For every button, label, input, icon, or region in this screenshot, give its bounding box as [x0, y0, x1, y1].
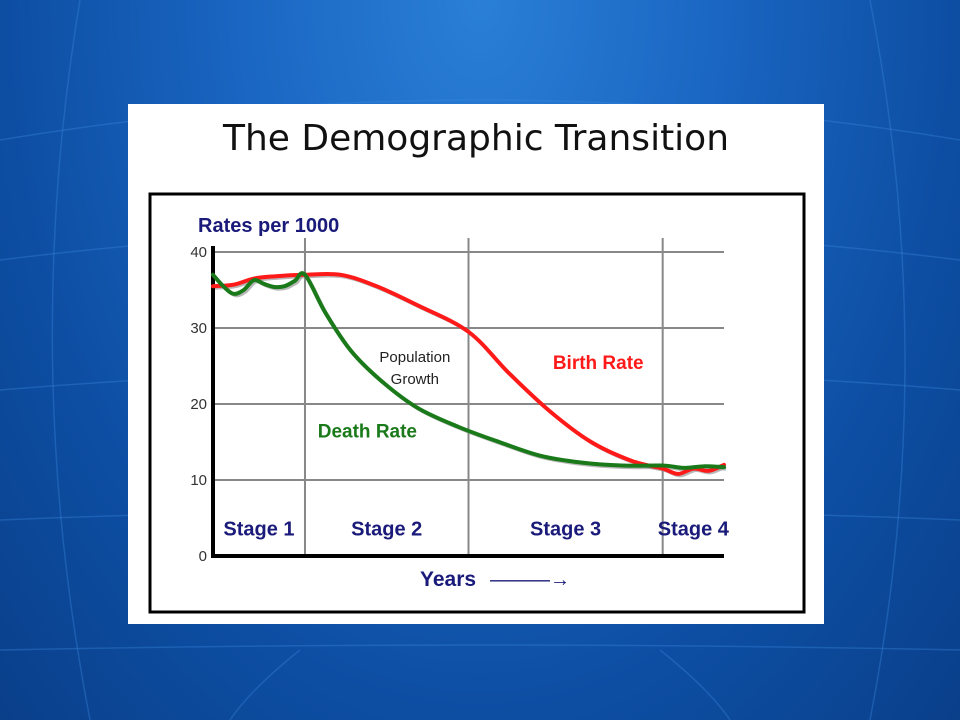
death-rate-label: Death Rate	[318, 421, 417, 442]
chart-card: The Demographic Transition 0 10 20 30 40 Rate…	[128, 104, 824, 624]
annotation-1: Population	[379, 349, 450, 366]
stage-label-1: Stage 1	[223, 518, 294, 540]
annotation-2: Growth	[391, 371, 439, 388]
chart-title: The Demographic Transition	[222, 118, 730, 159]
y-axis-label: Rates per 1000	[198, 215, 339, 237]
birth-rate-line	[211, 271, 726, 476]
x-axis-arrow: ———→	[490, 569, 570, 591]
y-tick-label-10: 10	[190, 472, 207, 489]
birth-rate-label: Birth Rate	[553, 353, 644, 374]
demographic-transition-chart: 0 10 20 30 40 Rates per 1000 Years ———→ Stage 1 S…	[148, 192, 806, 614]
stage-label-4: Stage 4	[658, 518, 730, 540]
stage-label-3: Stage 3	[530, 518, 601, 540]
y-tick-label-40: 40	[190, 244, 207, 261]
y-tick-label-20: 20	[190, 396, 207, 413]
death-rate-line	[211, 271, 726, 470]
y-tick-label-0: 0	[199, 548, 207, 565]
y-tick-label-30: 30	[190, 320, 207, 337]
x-axis-label: Years	[420, 568, 476, 591]
stage-label-2: Stage 2	[351, 518, 422, 540]
